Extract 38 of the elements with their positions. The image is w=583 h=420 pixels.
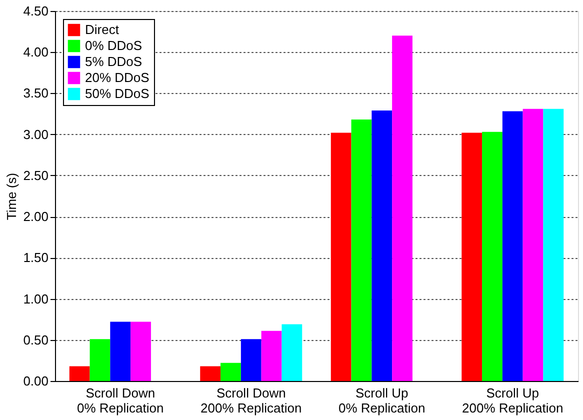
bar [130, 322, 151, 381]
legend-label: 20% DDoS [85, 70, 150, 85]
x-tick-label: Scroll Down 0% Replication [77, 386, 164, 416]
x-tick-label: Scroll Up 200% Replication [462, 386, 564, 416]
bar [522, 108, 544, 381]
y-tick-label: 4.50 [23, 4, 48, 18]
y-tick-label: 1.00 [23, 291, 48, 306]
y-tick-label: 0.00 [23, 374, 48, 388]
bar [502, 111, 523, 381]
x-tick-label: Scroll Up 0% Replication [338, 386, 426, 416]
bar [330, 132, 352, 381]
bar [282, 324, 302, 381]
y-tick-label: 3.50 [23, 86, 48, 101]
legend-label: 50% DDoS [85, 86, 150, 101]
y-tick-label: 3.00 [23, 126, 48, 142]
legend-label: Direct [85, 22, 120, 37]
y-tick-label: 2.00 [23, 209, 48, 224]
y-tick-label: 1.50 [23, 250, 48, 266]
bar [69, 366, 90, 381]
y-tick-label: 2.50 [23, 168, 48, 183]
legend-label: 5% DDoS [85, 54, 142, 69]
legend-label: 0% DDoS [85, 38, 142, 53]
bar [200, 366, 221, 381]
bar [240, 339, 262, 381]
bar [392, 36, 412, 381]
bar [351, 120, 372, 381]
bar [90, 339, 110, 381]
x-tick-label: Scroll Down 200% Replication [200, 386, 302, 416]
bar [110, 322, 131, 381]
bar [261, 330, 282, 381]
bar [543, 108, 564, 381]
bar [482, 132, 502, 381]
bar [220, 362, 241, 381]
y-tick-label: 4.00 [23, 44, 48, 60]
bar [462, 132, 482, 381]
y-tick-label: 0.50 [23, 332, 48, 348]
bar [372, 110, 392, 381]
y-axis-title: Time (s) [4, 172, 20, 220]
